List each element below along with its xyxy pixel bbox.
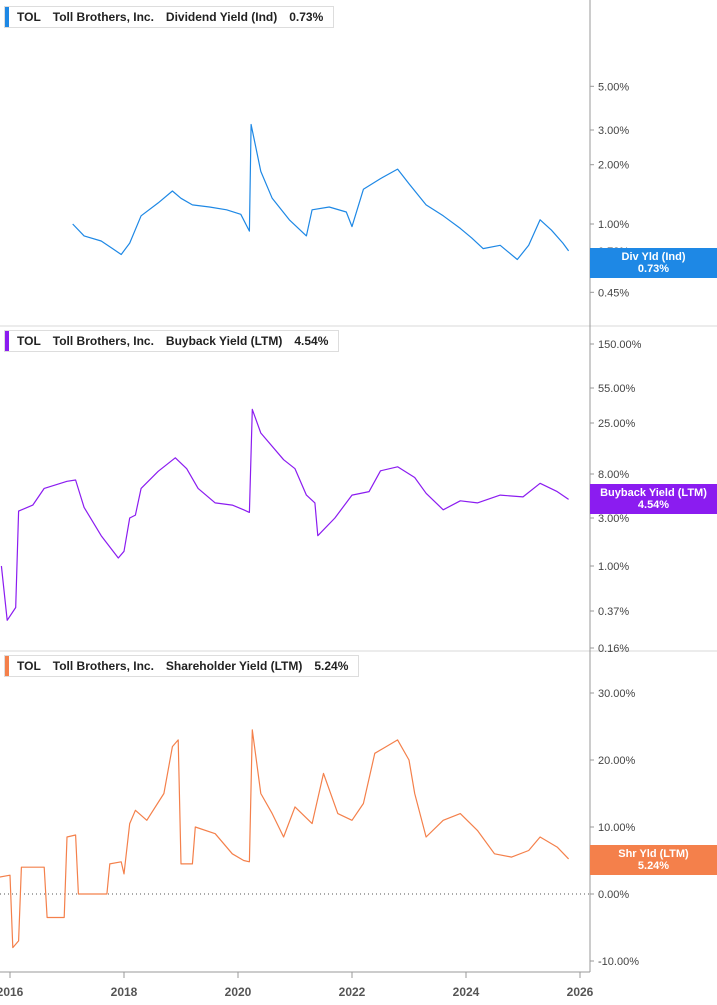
legend-swatch-shareholder [5, 656, 9, 676]
y-tick-label: 3.00% [598, 513, 629, 525]
legend-shareholder-yield[interactable]: TOL Toll Brothers, Inc. Shareholder Yiel… [4, 655, 360, 677]
legend-metric: Shareholder Yield (LTM) [165, 659, 303, 673]
series-line-dividend[interactable] [72, 123, 570, 261]
last-value-flag-shareholder: Shr Yld (LTM) 5.24% [590, 845, 717, 875]
y-tick-label: 1.00% [598, 219, 629, 231]
y-tick-label: 30.00% [598, 688, 636, 700]
legend-ticker: TOL [17, 334, 41, 348]
legend-dividend-yield[interactable]: TOL Toll Brothers, Inc. Dividend Yield (… [4, 6, 335, 28]
y-tick-label: 55.00% [598, 383, 636, 395]
legend-value: 5.24% [314, 659, 349, 673]
y-tick-label: 10.00% [598, 822, 636, 834]
x-tick-label: 2026 [567, 985, 594, 999]
flag-value: 4.54% [637, 499, 670, 511]
legend-company: Toll Brothers, Inc. [52, 659, 154, 673]
legend-metric: Buyback Yield (LTM) [165, 334, 283, 348]
y-tick-label: 5.00% [598, 81, 629, 93]
x-axis: 2016 2018 2020 2022 2024 2026 [0, 971, 594, 999]
y-tick-label: 150.00% [598, 339, 642, 351]
legend-metric: Dividend Yield (Ind) [165, 10, 278, 24]
x-tick-label: 2020 [225, 985, 252, 999]
y-tick-label: 3.00% [598, 125, 629, 137]
y-tick-label: -10.00% [598, 956, 639, 968]
y-tick-label: 8.00% [598, 469, 629, 481]
y-tick-label: 0.16% [598, 643, 629, 655]
x-tick-label: 2016 [0, 985, 24, 999]
flag-label: Div Yld (Ind) [621, 251, 686, 263]
y-tick-label: 0.37% [598, 606, 629, 618]
x-tick-label: 2024 [453, 985, 480, 999]
y-tick-label: 0.45% [598, 287, 629, 299]
flag-label: Buyback Yield (LTM) [600, 487, 707, 499]
y-axes: 5.00%3.00%2.00%1.00%0.73%0.45%150.00%55.… [589, 0, 642, 972]
legend-ticker: TOL [17, 10, 41, 24]
legend-swatch-buyback [5, 331, 9, 351]
series-line-buyback[interactable] [0, 408, 569, 621]
legend-value: 0.73% [289, 10, 324, 24]
legend-ticker: TOL [17, 659, 41, 673]
legend-swatch-dividend [5, 7, 9, 27]
legend-value: 4.54% [294, 334, 329, 348]
x-tick-label: 2018 [111, 985, 138, 999]
legend-buyback-yield[interactable]: TOL Toll Brothers, Inc. Buyback Yield (L… [4, 330, 340, 352]
y-tick-label: 0.00% [598, 889, 629, 901]
flag-value: 0.73% [637, 263, 670, 275]
x-tick-label: 2022 [339, 985, 366, 999]
panel-separators [0, 325, 717, 895]
flag-label: Shr Yld (LTM) [618, 848, 689, 860]
y-tick-label: 20.00% [598, 755, 636, 767]
legend-company: Toll Brothers, Inc. [52, 10, 154, 24]
y-tick-label: 1.00% [598, 561, 629, 573]
last-value-flag-buyback: Buyback Yield (LTM) 4.54% [590, 484, 717, 514]
series-lines [0, 123, 570, 949]
legend-company: Toll Brothers, Inc. [52, 334, 154, 348]
last-value-flag-dividend: Div Yld (Ind) 0.73% [590, 248, 717, 278]
flag-value: 5.24% [637, 860, 670, 872]
y-tick-label: 2.00% [598, 160, 629, 172]
series-line-shareholder[interactable] [0, 729, 570, 949]
y-tick-label: 25.00% [598, 418, 636, 430]
